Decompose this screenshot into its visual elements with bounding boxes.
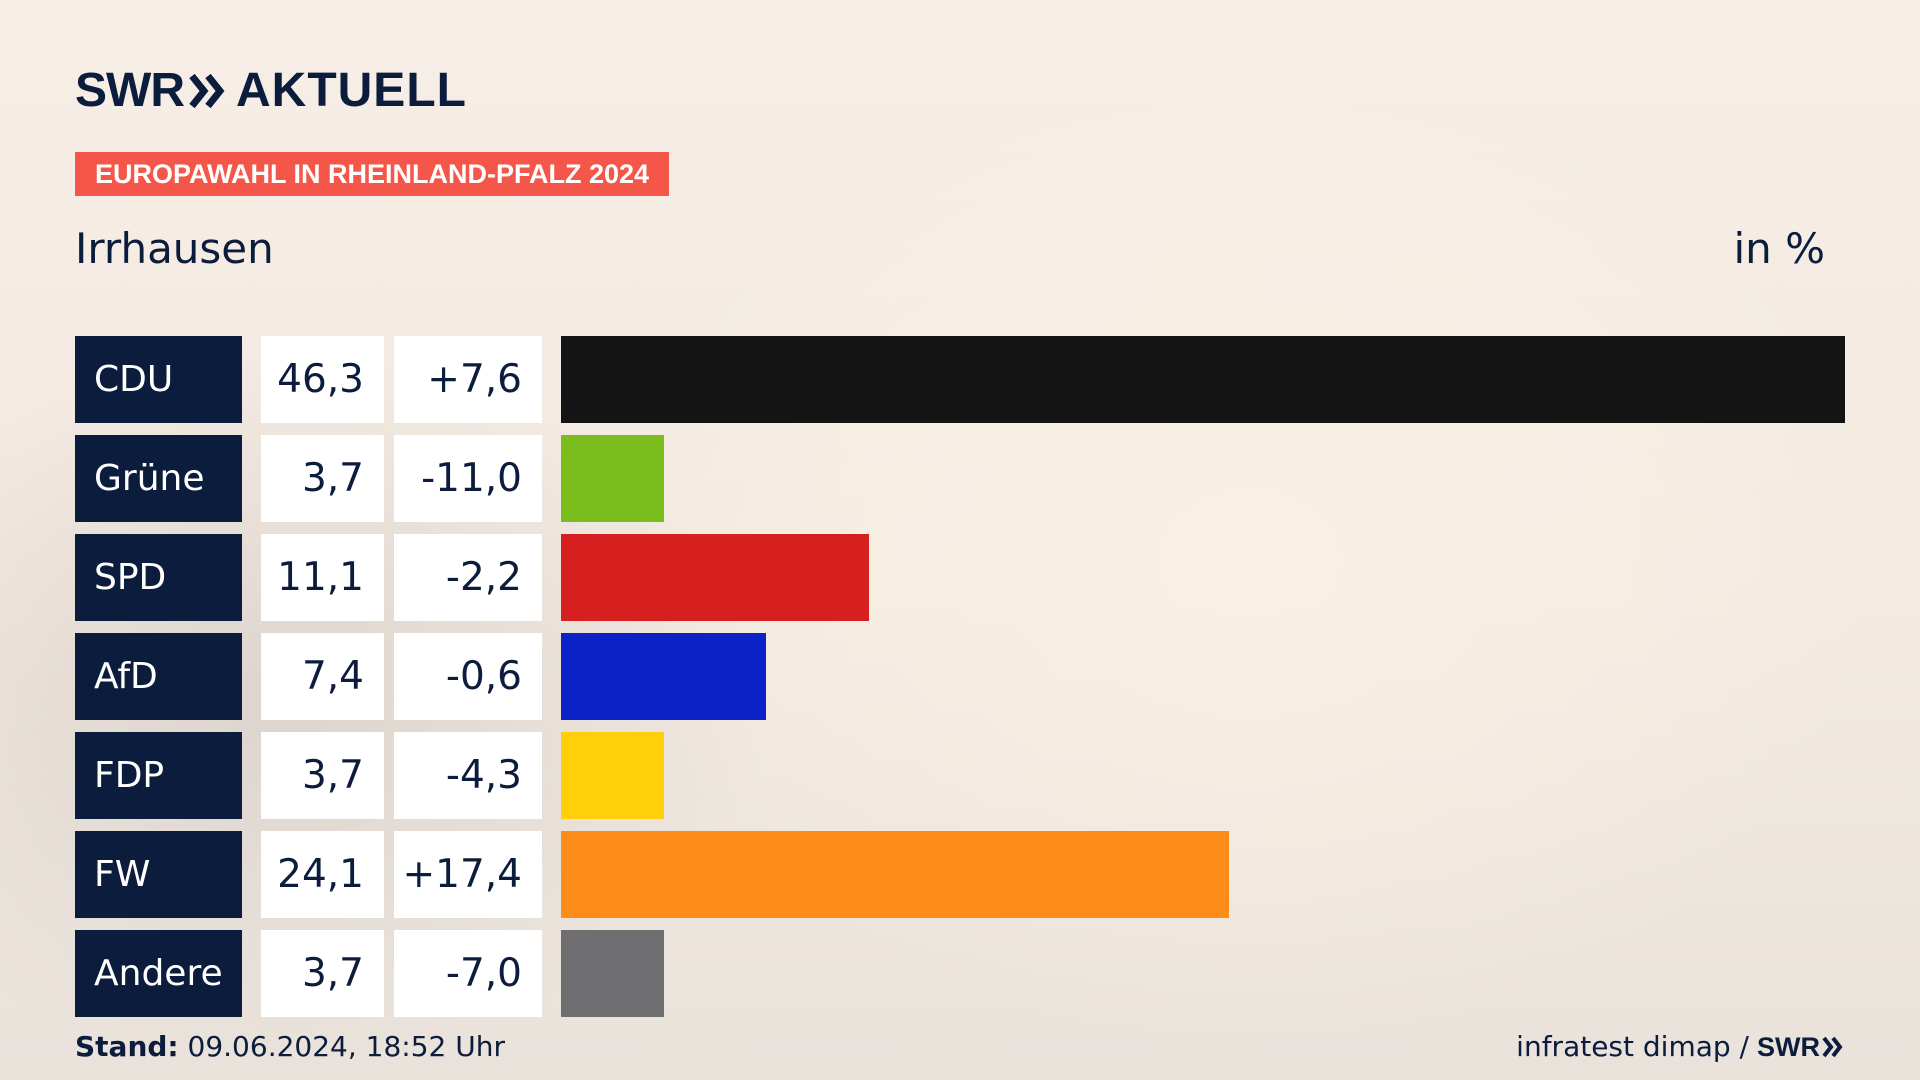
vote-share-value: 11,1: [261, 534, 384, 621]
party-label: CDU: [75, 336, 242, 423]
vote-change-value: +17,4: [394, 831, 542, 918]
vote-share-value: 3,7: [261, 435, 384, 522]
result-row: CDU 46,3 +7,6: [0, 336, 1920, 423]
result-bar: [561, 831, 1229, 918]
result-row: Grüne 3,7 -11,0: [0, 435, 1920, 522]
unit-label: in %: [1733, 224, 1825, 273]
result-bar: [561, 633, 766, 720]
election-tag: EUROPAWAHL IN RHEINLAND-PFALZ 2024: [75, 152, 670, 196]
vote-change-value: -0,6: [394, 633, 542, 720]
party-label: SPD: [75, 534, 242, 621]
double-chevron-icon: [189, 73, 225, 109]
footer-swr-logo-text: SWR: [1757, 1032, 1820, 1062]
party-label: Grüne: [75, 435, 242, 522]
source-credit: infratest dimap / SWR: [1516, 1030, 1844, 1064]
vote-share-value: 46,3: [261, 336, 384, 423]
source-text: infratest dimap /: [1516, 1030, 1749, 1063]
result-row: FW 24,1 +17,4: [0, 831, 1920, 918]
vote-change-value: -7,0: [394, 930, 542, 1017]
party-label: Andere: [75, 930, 242, 1017]
vote-share-value: 24,1: [261, 831, 384, 918]
vote-share-value: 3,7: [261, 930, 384, 1017]
result-bar: [561, 534, 869, 621]
vote-change-value: -2,2: [394, 534, 542, 621]
vote-change-value: +7,6: [394, 336, 542, 423]
result-row: SPD 11,1 -2,2: [0, 534, 1920, 621]
result-bar: [561, 930, 664, 1017]
timestamp: Stand: 09.06.2024, 18:52 Uhr: [75, 1030, 505, 1064]
result-row: AfD 7,4 -0,6: [0, 633, 1920, 720]
location-title: Irrhausen: [75, 224, 274, 273]
timestamp-value: 09.06.2024, 18:52 Uhr: [187, 1030, 505, 1063]
vote-share-value: 7,4: [261, 633, 384, 720]
logo-aktuell-text: AKTUELL: [235, 64, 467, 117]
result-bar: [561, 732, 664, 819]
party-label: FDP: [75, 732, 242, 819]
result-row: FDP 3,7 -4,3: [0, 732, 1920, 819]
vote-share-value: 3,7: [261, 732, 384, 819]
logo-swr-text: SWR: [75, 64, 185, 117]
timestamp-label: Stand:: [75, 1030, 179, 1063]
result-bar: [561, 435, 664, 522]
vote-change-value: -4,3: [394, 732, 542, 819]
swr-aktuell-logo: SWR AKTUELL: [75, 66, 467, 116]
result-row: Andere 3,7 -7,0: [0, 930, 1920, 1017]
result-bar: [561, 336, 1845, 423]
party-label: FW: [75, 831, 242, 918]
footer-double-chevron-icon: [1822, 1036, 1843, 1058]
vote-change-value: -11,0: [394, 435, 542, 522]
party-label: AfD: [75, 633, 242, 720]
